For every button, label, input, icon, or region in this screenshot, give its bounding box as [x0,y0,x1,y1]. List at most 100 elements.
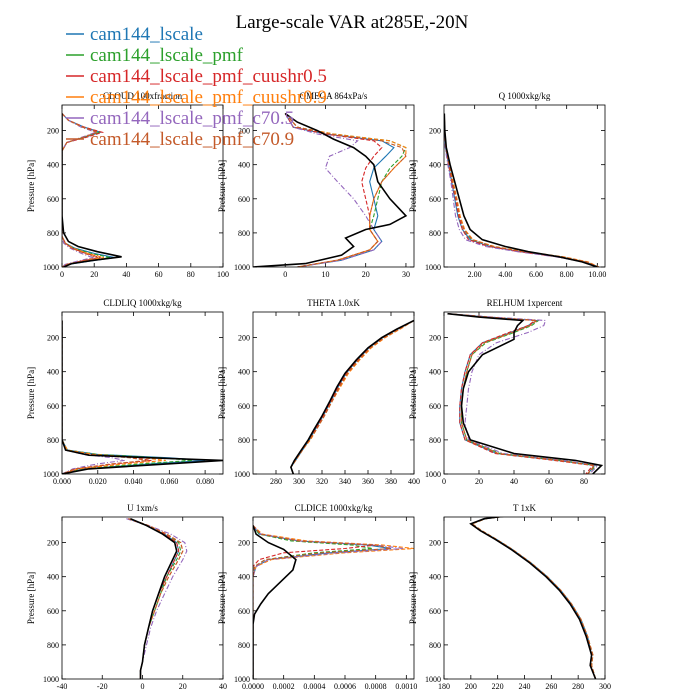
x-tick-label: 400 [408,477,420,486]
y-tick-label: 400 [429,368,441,377]
legend-item-6: cam144_lscale_pmf_c70.9 [66,129,294,150]
y-axis-label: Pressure [hPa] [26,367,36,419]
y-tick-label: 200 [47,127,59,136]
panel-8: CLDICE 1000xkg/kg Pressure [hPa] 200 400 600… [217,503,417,691]
y-tick-label: 200 [429,127,441,136]
x-tick-label: 20 [362,270,370,279]
x-tick-label: 6.00 [529,270,543,279]
x-tick-label: 240 [519,682,531,691]
reference-line [62,113,122,267]
series-line-4 [253,525,414,679]
y-tick-label: 800 [238,641,250,650]
series-line-5 [126,518,188,679]
y-tick-label: 600 [47,195,59,204]
panel-title: RELHUM 1xpercent [487,298,563,308]
y-tick-label: 200 [429,539,441,548]
series-line-6 [471,517,597,679]
y-tick-label: 200 [238,539,250,548]
series-group [290,319,414,474]
series-line-2 [253,525,373,679]
reference-line [444,113,598,267]
x-tick-label: 2.00 [468,270,482,279]
panel-frame [443,104,606,268]
panel-frame [61,104,224,268]
y-tick-label: 1000 [43,675,59,684]
y-tick-label: 1000 [234,675,250,684]
legend-item-5: cam144_lscale_pmf_c70.5 [66,108,294,129]
x-tick-label: 180 [438,682,450,691]
series-group [126,517,188,679]
y-tick-label: 400 [238,573,250,582]
y-tick-label: 400 [47,368,59,377]
y-tick-label: 1000 [425,263,441,272]
x-tick-label: 0.080 [196,477,214,486]
panel-title: U 1xm/s [127,503,158,513]
y-tick-label: 600 [47,402,59,411]
x-tick-label: 10.00 [588,270,606,279]
legend-item-3: cam144_lscale_pmf_cuushr0.5 [66,66,327,87]
x-tick-label: 100 [217,270,229,279]
legend-item-4: cam144_lscale_pmf_cuushr0.9 [66,87,327,108]
panel-title: T 1xK [513,503,537,513]
series-group [253,525,414,679]
x-tick-label: 20 [475,477,483,486]
panel-frame [252,104,415,268]
x-tick-label: 0.0006 [334,682,356,691]
y-tick-label: 400 [238,368,250,377]
legend-item-1: cam144_lscale [66,24,203,45]
x-tick-label: 0 [60,270,64,279]
y-tick-label: 400 [47,161,59,170]
x-tick-label: 0.0004 [303,682,325,691]
y-tick-label: 800 [47,436,59,445]
x-tick-label: 8.00 [560,270,574,279]
y-tick-label: 600 [238,402,250,411]
legend-label: cam144_lscale [90,24,203,45]
x-tick-label: 0.0002 [273,682,295,691]
series-line-5 [62,113,98,267]
x-tick-label: 40 [510,477,518,486]
reference-line [130,517,178,679]
x-tick-label: 40 [219,682,227,691]
panel-frame [443,311,606,475]
legend-label: cam144_lscale_pmf_cuushr0.5 [90,66,327,87]
series-line-6 [447,313,596,474]
y-tick-label: 600 [429,402,441,411]
y-tick-label: 800 [429,436,441,445]
panel-3: Q 1000xkg/kg Pressure [hPa] 200 400 600 800 10… [408,91,606,279]
x-tick-label: 320 [316,477,328,486]
y-tick-label: 1000 [425,675,441,684]
x-tick-label: 60 [155,270,163,279]
legend-label: cam144_lscale_pmf_c70.9 [90,129,294,150]
y-tick-label: 800 [47,641,59,650]
x-tick-label: 0.0000 [242,682,264,691]
reference-line [253,112,408,267]
legend-label: cam144_lscale_pmf_cuushr0.9 [90,87,327,108]
panel-frame [252,311,415,475]
y-tick-label: 200 [47,539,59,548]
y-tick-label: 1000 [234,470,250,479]
x-tick-label: -20 [97,682,108,691]
reference-line [290,319,414,474]
x-tick-label: 380 [385,477,397,486]
y-tick-label: 400 [238,161,250,170]
legend-label: cam144_lscale_pmf_c70.5 [90,108,294,129]
y-tick-label: 600 [429,607,441,616]
panel-frame [252,516,415,680]
panel-title: CLDICE 1000xkg/kg [295,503,373,513]
y-tick-label: 600 [429,195,441,204]
x-tick-label: 40 [122,270,130,279]
y-tick-label: 600 [47,607,59,616]
series-line-6 [290,320,414,474]
x-tick-label: 300 [599,682,611,691]
y-tick-label: 200 [47,334,59,343]
reference-line [62,320,223,474]
series-line-6 [253,525,392,679]
y-tick-label: 400 [47,573,59,582]
x-tick-label: 200 [465,682,477,691]
